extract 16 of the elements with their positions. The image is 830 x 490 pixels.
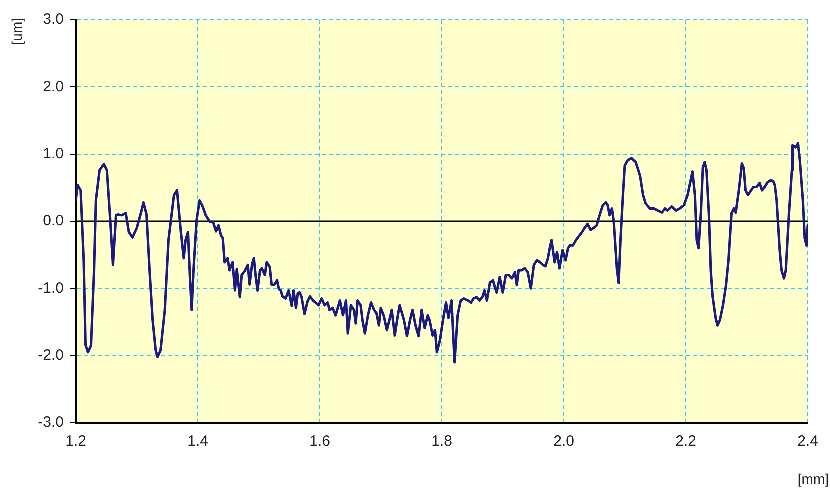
x-tick-label: 1.4: [188, 433, 208, 450]
y-tick-label: 1.0: [43, 145, 64, 162]
x-tick-label: 2.2: [676, 433, 696, 450]
x-axis-title: [mm]: [798, 471, 829, 487]
y-axis-title: [um]: [8, 18, 25, 46]
x-tick-label: 2.4: [798, 433, 818, 450]
x-tick-label: 1.8: [432, 433, 452, 450]
y-tick-label: -1.0: [38, 280, 64, 297]
y-tick-label: 3.0: [43, 11, 64, 28]
x-tick-label: 2.0: [554, 433, 574, 450]
y-tick-label: -2.0: [38, 346, 64, 364]
y-tick-label: -3.0: [38, 414, 64, 432]
y-tick-label: 2.0: [43, 78, 64, 96]
y-tick-label: 0.0: [43, 212, 64, 230]
x-tick-label: 1.2: [66, 433, 86, 450]
x-tick-label: 1.6: [310, 433, 330, 450]
